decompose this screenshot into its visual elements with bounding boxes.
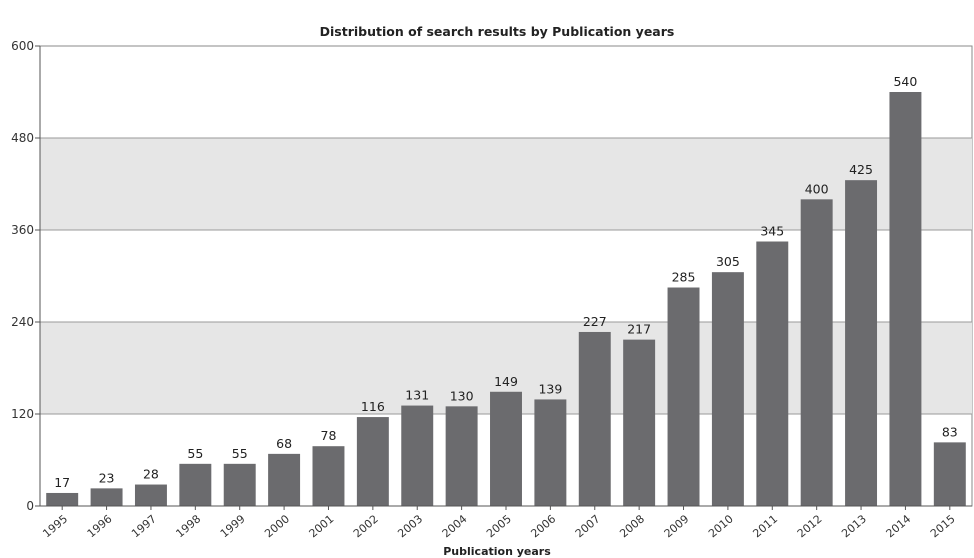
y-tick-label: 480	[11, 131, 34, 145]
bar-1999	[223, 463, 256, 506]
x-tick-label-1997: 1997	[129, 512, 159, 540]
bar-2005	[490, 391, 522, 506]
bar-2013	[845, 180, 878, 506]
data-label-2014: 540	[893, 74, 917, 89]
y-tick-label: 600	[11, 39, 34, 53]
data-label-1998: 55	[187, 446, 203, 461]
data-label-2008: 217	[627, 322, 651, 337]
bar-2002	[356, 417, 389, 506]
x-tick-label-2015: 2015	[928, 512, 958, 540]
y-tick-label: 120	[11, 407, 34, 421]
bar-2006	[534, 399, 567, 506]
bar-2004	[445, 406, 478, 506]
x-axis-ticks: 1995 1996 1997 1998 1999 2000 2001 2002 2003 2004…	[40, 506, 958, 540]
bar-2014	[889, 92, 922, 506]
y-tick-label: 240	[11, 315, 34, 329]
x-tick-label-2012: 2012	[795, 512, 825, 540]
chart-title: Distribution of search results by Public…	[320, 24, 675, 39]
bar-2003	[401, 405, 434, 506]
x-tick-label-2003: 2003	[395, 512, 425, 540]
bar-2007	[578, 331, 611, 506]
data-label-2012: 400	[805, 181, 829, 196]
x-tick-label-2000: 2000	[262, 512, 292, 540]
bar-1996	[90, 488, 123, 506]
x-tick-label-2004: 2004	[440, 512, 470, 540]
data-label-2009: 285	[672, 270, 696, 285]
x-tick-label-2010: 2010	[706, 512, 736, 540]
x-tick-label-2001: 2001	[307, 512, 337, 540]
bar-2001	[312, 446, 345, 506]
bar-2011	[756, 241, 789, 506]
data-label-1995: 17	[54, 475, 70, 490]
data-label-1996: 23	[99, 470, 115, 485]
x-tick-label-2005: 2005	[484, 512, 514, 540]
x-tick-label-1995: 1995	[40, 512, 70, 540]
data-label-2006: 139	[538, 381, 562, 396]
x-tick-label-1999: 1999	[218, 512, 248, 540]
x-tick-label-2008: 2008	[617, 512, 647, 540]
bar-1998	[179, 463, 212, 506]
bar-2015	[933, 442, 966, 506]
bar-1995	[46, 492, 79, 506]
data-label-2013: 425	[849, 162, 873, 177]
x-tick-label-2007: 2007	[573, 512, 603, 540]
data-label-1997: 28	[143, 467, 159, 482]
data-label-2002: 116	[361, 399, 385, 414]
x-axis-label: Publication years	[443, 545, 551, 558]
data-label-2001: 78	[321, 428, 337, 443]
data-label-2004: 130	[450, 388, 474, 403]
data-label-2003: 131	[405, 388, 429, 403]
y-tick-label: 0	[26, 499, 34, 513]
bar-2009	[667, 287, 700, 506]
data-label-1999: 55	[232, 446, 248, 461]
data-label-2011: 345	[760, 224, 784, 239]
x-tick-label-2011: 2011	[750, 512, 780, 540]
data-label-2000: 68	[276, 436, 292, 451]
bar-2008	[623, 339, 656, 506]
data-label-2010: 305	[716, 254, 740, 269]
bar-2000	[268, 453, 301, 506]
data-label-2007: 227	[583, 314, 607, 329]
x-tick-label-2009: 2009	[662, 512, 692, 540]
data-label-2015: 83	[942, 424, 958, 439]
y-axis-ticks: 0 120 240 360 480 600	[11, 39, 40, 513]
x-tick-label-2002: 2002	[351, 512, 381, 540]
bars	[46, 92, 966, 507]
x-tick-label-2014: 2014	[884, 512, 914, 540]
data-labels: 17 23 28 55 55 68 78 116 131 130 149 139 227 217 285 30…	[54, 74, 958, 490]
x-tick-label-2006: 2006	[529, 512, 559, 540]
data-label-2005: 149	[494, 374, 518, 389]
x-tick-label-2013: 2013	[839, 512, 869, 540]
bar-2010	[711, 272, 744, 506]
x-tick-label-1996: 1996	[85, 512, 115, 540]
x-tick-label-1998: 1998	[173, 512, 203, 540]
bar-1997	[134, 484, 167, 506]
bar-2012	[800, 199, 833, 507]
y-tick-label: 360	[11, 223, 34, 237]
